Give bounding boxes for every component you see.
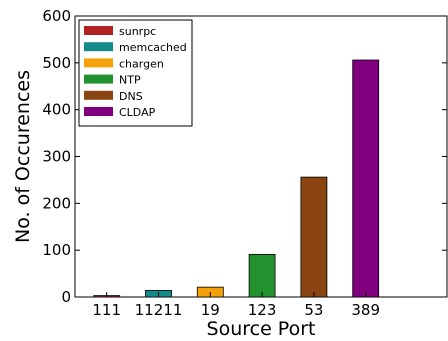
legend-swatch-cldap bbox=[84, 107, 113, 116]
y-tick-label: 500 bbox=[42, 54, 71, 72]
bars-group bbox=[93, 59, 380, 298]
legend-label-cldap: CLDAP bbox=[119, 106, 156, 119]
y-tick-label: 600 bbox=[42, 7, 71, 25]
legend: sunrpc memcached chargen NTP DNS CLDAP bbox=[78, 19, 193, 127]
y-axis: 0 100 200 300 400 500 600 bbox=[42, 7, 447, 306]
bar-ntp bbox=[248, 253, 276, 298]
y-tick-label: 400 bbox=[42, 101, 71, 119]
y-tick-label: 100 bbox=[42, 241, 71, 259]
x-tick-label: 111 bbox=[92, 301, 121, 319]
legend-swatch-dns bbox=[84, 90, 113, 100]
legend-label-chargen: chargen bbox=[119, 57, 164, 70]
legend-swatch-sunrpc bbox=[84, 26, 113, 35]
legend-label-dns: DNS bbox=[119, 90, 143, 103]
y-axis-title: No. of Occurences bbox=[12, 70, 34, 243]
x-tick-label: 11211 bbox=[135, 301, 183, 319]
x-tick-label: 53 bbox=[304, 301, 323, 319]
x-tick-label: 19 bbox=[201, 301, 220, 319]
bar-cldap bbox=[352, 59, 380, 298]
bar-dns bbox=[300, 176, 328, 298]
legend-swatch-memcached bbox=[84, 42, 113, 52]
legend-label-ntp: NTP bbox=[119, 74, 141, 87]
legend-swatch-chargen bbox=[84, 58, 113, 68]
legend-swatch-ntp bbox=[84, 74, 113, 84]
x-tick-label: 389 bbox=[351, 301, 380, 319]
x-axis-title: Source Port bbox=[207, 318, 316, 340]
y-tick-label: 200 bbox=[42, 194, 71, 212]
legend-label-memcached: memcached bbox=[119, 41, 187, 54]
y-tick-label: 0 bbox=[61, 288, 71, 306]
y-tick-label: 300 bbox=[42, 148, 71, 166]
legend-label-sunrpc: sunrpc bbox=[119, 25, 156, 38]
x-tick-label: 123 bbox=[248, 301, 277, 319]
x-axis: 111 11211 19 123 53 389 bbox=[92, 292, 380, 319]
